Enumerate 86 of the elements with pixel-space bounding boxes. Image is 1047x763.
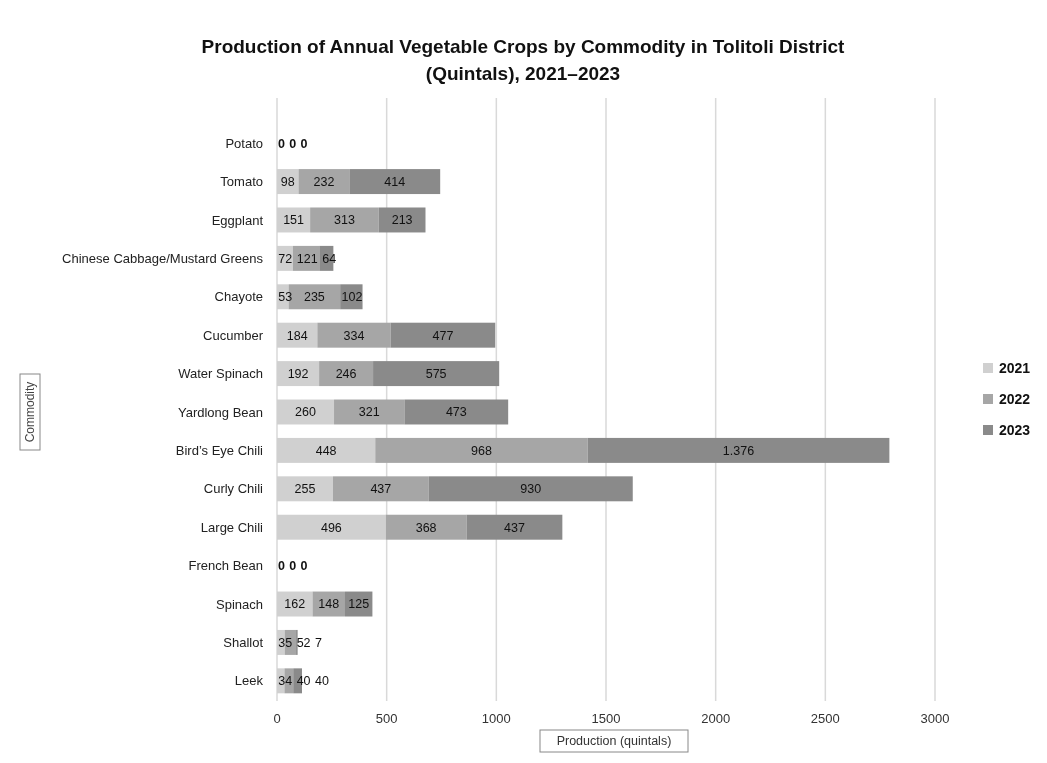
bar	[466, 514, 563, 540]
x-axis-title: Production (quintals)	[556, 734, 672, 748]
data-label: 0	[278, 136, 286, 151]
data-label: 334	[343, 328, 365, 343]
bar	[375, 437, 588, 463]
bar	[319, 361, 374, 387]
data-label: 0	[300, 136, 308, 151]
y-tick-label: Potato	[225, 135, 263, 151]
bar	[373, 361, 500, 387]
bar	[317, 322, 391, 348]
data-label: 232	[313, 174, 335, 189]
legend-label: 2023	[999, 421, 1031, 438]
y-axis-title: Commodity	[23, 381, 38, 443]
bar	[587, 437, 890, 463]
bar	[332, 476, 429, 502]
data-label: 1.376	[722, 443, 755, 458]
data-label: 184	[286, 328, 308, 343]
y-tick-label: Leek	[234, 673, 264, 689]
data-label: 496	[320, 520, 342, 535]
data-label: 414	[384, 174, 406, 189]
bar	[404, 399, 509, 425]
data-label: 40	[315, 674, 329, 689]
data-label: 930	[520, 482, 542, 497]
data-label: 477	[432, 328, 454, 343]
bar	[390, 322, 496, 348]
data-label: 151	[283, 213, 305, 228]
data-label: 53	[278, 290, 293, 305]
bar	[298, 169, 350, 195]
data-label: 162	[284, 597, 306, 612]
data-label: 0	[289, 136, 297, 151]
data-label: 235	[303, 290, 325, 305]
data-label: 0	[289, 559, 297, 573]
data-label: 213	[391, 213, 413, 228]
data-label: 148	[318, 597, 340, 612]
y-tick-label: Water Spinach	[178, 366, 263, 382]
data-label: 473	[445, 405, 467, 420]
y-tick-label: Eggplant	[211, 212, 264, 228]
data-label: 313	[334, 213, 355, 228]
data-label: 0	[300, 559, 308, 573]
legend-label: 2022	[999, 390, 1031, 407]
data-label: 98	[280, 174, 295, 189]
data-label: 34	[278, 674, 293, 689]
data-label: 0	[278, 559, 286, 573]
x-tick-label: 500	[375, 711, 398, 726]
data-label: 255	[294, 482, 316, 497]
data-label: 260	[295, 405, 316, 420]
chart-title: Production of Annual Vegetable Crops by Commodity in Tolitoli District (Quintals), 2021–2023	[201, 36, 846, 84]
data-label: 437	[370, 482, 392, 497]
y-tick-label: French Bean	[188, 558, 263, 574]
data-label: 35	[278, 635, 293, 650]
data-label: 368	[415, 520, 437, 535]
data-label: 121	[296, 251, 318, 266]
y-tick-label: Tomato	[220, 174, 263, 190]
y-tick-label: Chayote	[214, 289, 263, 305]
data-label: 448	[315, 443, 337, 458]
y-tick-label: Yardlong Bean	[177, 404, 263, 420]
bar	[428, 476, 633, 502]
data-label: 437	[504, 520, 525, 535]
data-label: 246	[335, 366, 357, 381]
bar	[310, 207, 379, 233]
data-label: 192	[287, 366, 309, 381]
legend-label: 2021	[999, 359, 1031, 376]
data-label: 125	[348, 597, 370, 612]
data-label: 968	[470, 443, 492, 458]
x-tick-label: 2500	[810, 711, 840, 726]
x-tick-label: 1000	[481, 711, 511, 726]
y-tick-label: Curly Chili	[203, 481, 264, 497]
y-tick-label: Large Chili	[200, 519, 264, 535]
data-label: 102	[341, 290, 363, 305]
data-label: 575	[425, 366, 447, 381]
y-tick-label: Chinese Cabbage/Mustard Greens	[62, 250, 264, 266]
y-tick-label: Spinach	[216, 596, 263, 612]
y-tick-label: Shallot	[223, 634, 264, 650]
data-label: 321	[358, 405, 380, 420]
y-tick-label: Cucumber	[203, 327, 264, 343]
data-label: 7	[314, 635, 322, 650]
x-tick-label: 1500	[591, 711, 621, 726]
x-tick-label: 2000	[701, 711, 731, 726]
data-label: 40	[296, 674, 311, 689]
bar	[385, 514, 467, 540]
data-label: 52	[296, 635, 311, 650]
y-tick-label: Bird’s Eye Chili	[175, 442, 264, 458]
bar	[349, 169, 441, 195]
x-tick-label: 0	[273, 711, 281, 726]
x-tick-label: 3000	[920, 711, 950, 726]
data-label: 72	[278, 251, 293, 266]
